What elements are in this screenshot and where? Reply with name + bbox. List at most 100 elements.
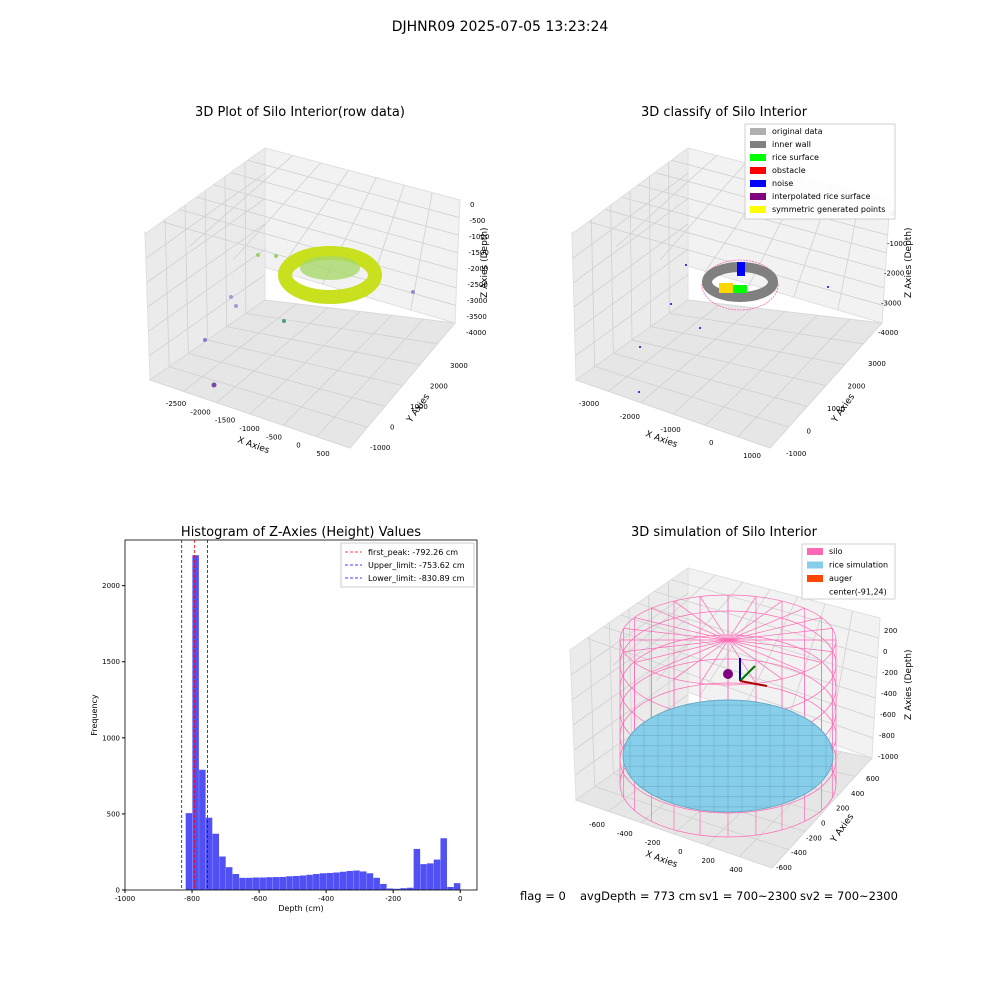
histogram-bar bbox=[259, 877, 266, 890]
point bbox=[282, 319, 286, 323]
legend-label: rice surface bbox=[772, 153, 819, 162]
grid-line bbox=[620, 614, 876, 699]
silo-outline bbox=[701, 259, 779, 311]
histogram-bar bbox=[440, 838, 447, 890]
panel-title: 3D Plot of Silo Interior(row data) bbox=[195, 105, 405, 120]
legend-label: Upper_limit: -753.62 cm bbox=[368, 561, 465, 570]
axis-ticks: -3000-2000-100001000-100001000200030000-… bbox=[579, 210, 908, 460]
legend-swatch bbox=[750, 128, 766, 135]
legend-label: first_peak: -792.26 cm bbox=[368, 548, 458, 557]
panel-simulation-3d: 3D simulation of Silo Interior -600 -400 -… bbox=[568, 525, 914, 874]
legend-swatch bbox=[750, 141, 766, 148]
tick-label: -400 bbox=[881, 690, 897, 698]
noise-point bbox=[638, 391, 640, 393]
axis-arrow-x bbox=[739, 680, 768, 687]
legend-swatch bbox=[807, 548, 823, 555]
legend-box bbox=[744, 123, 896, 220]
tick-label: 0 bbox=[470, 201, 474, 209]
histogram-bar bbox=[339, 871, 347, 890]
tick-label: 200 bbox=[884, 627, 897, 635]
tick-label: -1000 bbox=[239, 425, 259, 433]
histogram-bar bbox=[246, 877, 253, 890]
rice-ring-inner bbox=[300, 256, 360, 280]
z-axis-label: Z Axies (Depth) bbox=[480, 227, 490, 298]
histogram-bar bbox=[353, 870, 360, 890]
tick-label: -2000 bbox=[620, 413, 640, 421]
y-tick-label: 1000 bbox=[102, 734, 120, 742]
grid-line bbox=[316, 318, 424, 437]
tick-label: -3000 bbox=[881, 299, 901, 307]
sv1-text: sv1 = 700~2300 bbox=[699, 889, 797, 903]
z-axis-label: Z Axies (Depth) bbox=[904, 649, 914, 720]
legend-items: silo rice simulation auger center(-91,24) bbox=[807, 547, 888, 597]
point bbox=[256, 253, 260, 257]
avg-depth-text: avgDepth = 773 cm bbox=[580, 889, 696, 903]
point bbox=[203, 338, 207, 342]
tick-label: -400 bbox=[791, 849, 807, 857]
legend: first_peak: -792.26 cm Upper_limit: -753.… bbox=[340, 542, 475, 588]
histogram-bar bbox=[272, 877, 280, 890]
histogram-bar bbox=[252, 877, 260, 890]
tick-label: 400 bbox=[729, 866, 742, 874]
noise-cluster bbox=[737, 262, 745, 276]
tick-label: 0 bbox=[807, 428, 811, 436]
histogram-bar bbox=[366, 873, 374, 890]
histogram-bar bbox=[413, 848, 421, 890]
grid-line bbox=[616, 155, 718, 248]
legend-label: inner wall bbox=[772, 140, 811, 149]
silo-roof-line bbox=[727, 628, 833, 641]
tick-label: -2000 bbox=[884, 270, 904, 278]
point bbox=[411, 290, 415, 294]
silo-roof-line bbox=[699, 596, 729, 641]
legend-swatch bbox=[807, 575, 823, 582]
plot-area bbox=[125, 540, 477, 890]
grid-line bbox=[189, 155, 294, 248]
tick-label: -600 bbox=[776, 864, 792, 872]
tick-label: -4000 bbox=[878, 329, 898, 337]
histogram-bar bbox=[185, 813, 193, 890]
grid-line bbox=[277, 170, 349, 273]
silo-roof-line bbox=[727, 639, 757, 684]
reference-lines bbox=[181, 540, 208, 890]
histogram-bar bbox=[386, 888, 394, 890]
tick-label: -4000 bbox=[466, 329, 486, 337]
legend-swatch bbox=[750, 154, 766, 161]
histogram-bar bbox=[286, 876, 293, 890]
tick-label: 3000 bbox=[450, 362, 468, 370]
legend-items: original data inner wall rice surface obsta… bbox=[750, 127, 885, 214]
x-ticks: -1000 -800 -600 -400 -200 0 bbox=[115, 890, 462, 903]
grid-line bbox=[621, 196, 886, 271]
point-cloud bbox=[638, 259, 829, 393]
silo-roof-line bbox=[623, 639, 729, 652]
grid-line bbox=[247, 159, 460, 218]
noise-point bbox=[699, 327, 701, 329]
z-axis-label: Z Axies (Depth) bbox=[904, 227, 914, 298]
grid-line bbox=[742, 596, 799, 712]
bars bbox=[185, 555, 461, 890]
silo-roof-line bbox=[673, 600, 729, 641]
figure-title: DJHNR09 2025-07-05 13:23:24 bbox=[392, 19, 609, 35]
histogram-bar bbox=[360, 871, 367, 890]
panel-title: Histogram of Z-Axies (Height) Values bbox=[181, 525, 421, 540]
histogram-bar bbox=[427, 863, 434, 890]
histogram-bar bbox=[447, 886, 454, 890]
tick-label: -3000 bbox=[579, 400, 599, 408]
histogram-bar bbox=[326, 872, 333, 890]
tick-label: -200 bbox=[645, 839, 661, 847]
tick-label: 600 bbox=[866, 775, 879, 783]
silo-roof-line bbox=[727, 617, 822, 641]
grid-line bbox=[213, 184, 458, 254]
y-tick-label: 500 bbox=[107, 810, 120, 818]
grid-line bbox=[660, 162, 747, 260]
tick-label: 0 bbox=[678, 848, 682, 856]
plot-frame bbox=[124, 539, 478, 891]
legend-swatch bbox=[750, 206, 766, 213]
histogram-bar bbox=[380, 883, 387, 890]
tick-label: 1000 bbox=[410, 403, 428, 411]
legend-box bbox=[340, 542, 475, 588]
tick-label: 0 bbox=[821, 820, 825, 828]
noise-point bbox=[639, 346, 641, 348]
tick-label: -1000 bbox=[370, 444, 390, 452]
grid-line bbox=[828, 610, 853, 743]
histogram-bar bbox=[313, 874, 320, 890]
